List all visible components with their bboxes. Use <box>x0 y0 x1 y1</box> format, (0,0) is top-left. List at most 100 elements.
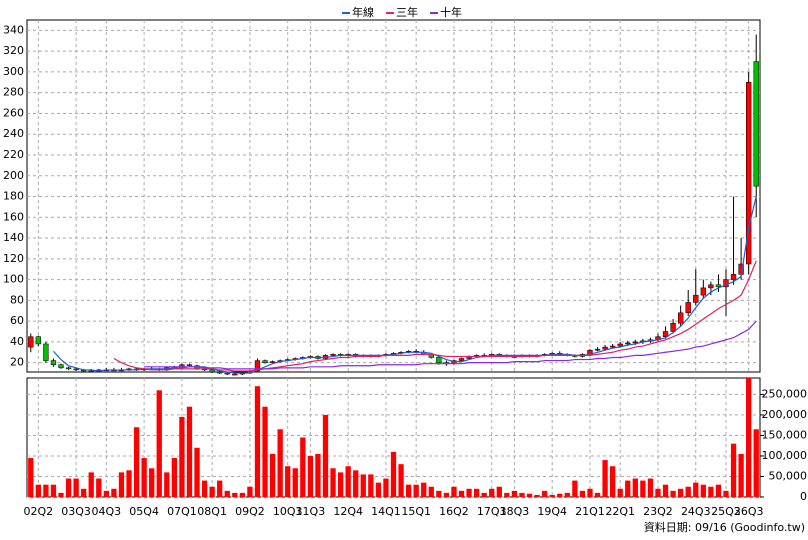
volume-bar <box>201 480 208 497</box>
candle-body <box>670 322 676 332</box>
candle-body <box>677 312 684 324</box>
x-tick-label: 11Q3 <box>296 505 326 518</box>
volume-bar <box>239 492 246 497</box>
volume-bar <box>149 468 155 497</box>
y-tick-label: 300 <box>3 65 24 78</box>
volume-bar <box>186 406 193 497</box>
candle-body <box>662 331 669 337</box>
volume-bar <box>133 427 140 497</box>
volume-bar <box>254 386 261 497</box>
x-tick-label: 09Q2 <box>235 505 265 518</box>
y2-tick-label: 50,000 <box>769 469 808 482</box>
volume-bar <box>405 484 412 497</box>
volume-bar <box>436 490 442 497</box>
x-tick-label: 16Q2 <box>439 505 469 518</box>
volume-bar <box>617 488 623 497</box>
volume-bar <box>345 466 351 497</box>
volume-bar <box>526 493 533 497</box>
volume-bar <box>103 490 109 497</box>
volume-bar <box>179 416 185 497</box>
volume-bar <box>224 490 230 497</box>
volume-bar <box>738 453 744 497</box>
candle-body <box>224 372 230 375</box>
candle-body <box>28 336 34 348</box>
candle-body <box>753 61 759 187</box>
candle-body <box>602 346 608 350</box>
volume-bar <box>118 472 125 497</box>
candle-body <box>436 357 442 363</box>
candle-body <box>269 361 276 363</box>
volume-bar <box>504 492 510 497</box>
volume-bar <box>655 488 661 497</box>
candle-body <box>330 354 336 356</box>
ma-line <box>53 196 757 374</box>
candle-body <box>232 373 238 376</box>
candle-body <box>594 348 601 351</box>
volume-bar <box>247 486 253 497</box>
volume-bar <box>217 480 223 497</box>
y-tick-label: 120 <box>3 252 24 265</box>
x-tick-label: 19Q4 <box>537 505 567 518</box>
x-tick-label: 21Q1 <box>575 505 605 518</box>
candle-body <box>715 284 722 288</box>
volume-bar <box>383 478 389 497</box>
y-tick-label: 320 <box>3 44 24 57</box>
candle-body <box>609 345 616 348</box>
volume-bar <box>58 492 64 497</box>
volume-bar <box>678 488 684 497</box>
x-tick-label: 08Q1 <box>197 505 227 518</box>
volume-bar <box>269 453 276 497</box>
volume-bar <box>164 472 170 497</box>
volume-bar <box>670 490 676 497</box>
candle-body <box>217 371 223 374</box>
volume-bar <box>156 390 162 497</box>
y-tick-label: 200 <box>3 169 24 182</box>
volume-bar <box>232 492 238 497</box>
x-tick-label: 03Q3 <box>61 505 91 518</box>
candle-body <box>58 364 64 369</box>
x-tick-label: 10Q3 <box>273 505 303 518</box>
volume-bar <box>375 482 382 497</box>
volume-bar <box>496 486 502 497</box>
candle-body <box>700 287 706 296</box>
y-tick-label: 160 <box>3 210 24 223</box>
candle-body <box>88 370 94 373</box>
volume-bar <box>35 484 41 497</box>
candle-body <box>632 341 638 344</box>
volume-bar <box>337 472 344 497</box>
volume-bar <box>519 492 525 497</box>
volume-bar <box>262 406 268 497</box>
legend-label: 十年 <box>440 5 462 19</box>
volume-bar <box>511 490 518 497</box>
volume-bar <box>466 488 472 497</box>
candle-body <box>617 343 623 347</box>
volume-bar <box>300 437 306 497</box>
volume-bar <box>693 482 699 497</box>
volume-bar <box>594 492 601 497</box>
legend-label: 三年 <box>396 5 418 19</box>
x-tick-label: 23Q2 <box>643 505 673 518</box>
y-tick-label: 40 <box>10 335 24 348</box>
y2-tick-label: 100,000 <box>762 449 808 462</box>
price-panel <box>26 19 761 373</box>
volume-bar <box>481 492 487 497</box>
volume-bar <box>141 458 147 497</box>
y-tick-label: 280 <box>3 86 24 99</box>
candle-body <box>693 294 699 303</box>
y-tick-label: 140 <box>3 231 24 244</box>
candle-body <box>745 82 752 265</box>
volume-bar <box>277 429 283 497</box>
y2-tick-label: 150,000 <box>762 428 808 441</box>
volume-bar <box>209 486 215 497</box>
footnote: 資料日期: 09/16 (Goodinfo.tw) <box>644 520 805 534</box>
x-tick-label: 07Q1 <box>167 505 197 518</box>
candle-body <box>262 360 268 363</box>
volume-bar <box>171 458 178 497</box>
x-tick-label: 02Q2 <box>24 505 54 518</box>
y-tick-label: 220 <box>3 148 24 161</box>
y-tick-label: 260 <box>3 106 24 119</box>
x-tick-label: 24Q3 <box>681 505 711 518</box>
volume-bar <box>81 488 87 497</box>
volume-bar <box>723 490 729 497</box>
volume-bar <box>285 466 291 497</box>
